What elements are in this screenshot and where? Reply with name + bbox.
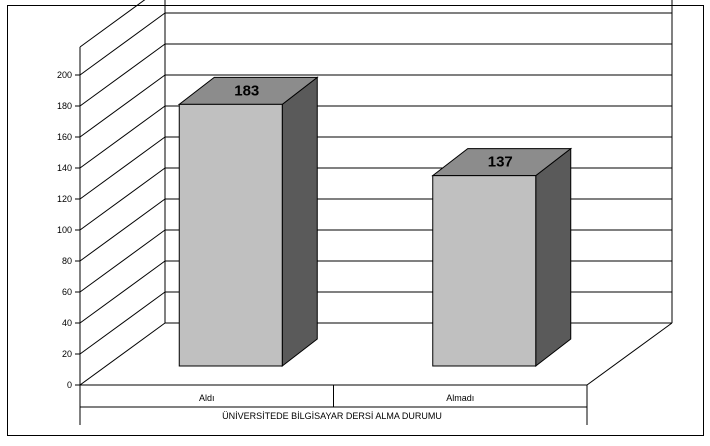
data-label: 183 <box>234 82 259 99</box>
data-labels: 183 137 <box>234 82 513 170</box>
bar-side-face <box>281 76 318 368</box>
chart-border <box>7 5 704 436</box>
gridline-side-60 <box>79 229 166 293</box>
bar-Aldı <box>177 76 319 368</box>
y-tick-label: 100 <box>57 225 72 235</box>
gridline-side-0 <box>79 322 166 386</box>
y-tick-label: 160 <box>57 132 72 142</box>
data-label: 137 <box>488 154 513 171</box>
gridline-side-80 <box>79 198 166 262</box>
gridline-side-200 <box>79 12 166 76</box>
bar-Almadı <box>431 147 573 368</box>
bars <box>177 76 573 368</box>
y-tick-label: 20 <box>62 349 72 359</box>
gridline-side-180 <box>79 43 166 107</box>
bar-front-face <box>432 175 537 367</box>
y-tick-label: 120 <box>57 194 72 204</box>
x-axis-title: ÜNİVERSİTEDE BİLGİSAYAR DERSİ ALMA DURUM… <box>222 411 442 421</box>
y-tick-label: 60 <box>62 287 72 297</box>
side-wall-top-edge <box>79 0 146 48</box>
y-tick-label: 0 <box>67 380 72 390</box>
gridline-side-140 <box>79 105 166 169</box>
gridline-side-40 <box>79 260 166 324</box>
bar-side-face <box>535 147 572 368</box>
bar-front-face <box>178 103 283 367</box>
y-tick-label: 80 <box>62 256 72 266</box>
x-tick-label: Aldı <box>199 393 215 403</box>
floor-right-edge <box>586 322 673 386</box>
x-tick-label: Almadı <box>446 393 474 403</box>
gridline-side-120 <box>79 136 166 200</box>
y-tick-label: 180 <box>57 101 72 111</box>
y-tick-label: 200 <box>57 70 72 80</box>
x-axis: Aldı Almadı <box>79 385 588 425</box>
y-tick-label: 140 <box>57 163 72 173</box>
gridline-side-20 <box>79 291 166 355</box>
y-axis: 0 20 40 60 80 100 120 140 160 180 200 <box>57 70 80 390</box>
gridline-side-160 <box>79 74 166 138</box>
y-tick-label: 40 <box>62 318 72 328</box>
gridline-side-100 <box>79 167 166 231</box>
